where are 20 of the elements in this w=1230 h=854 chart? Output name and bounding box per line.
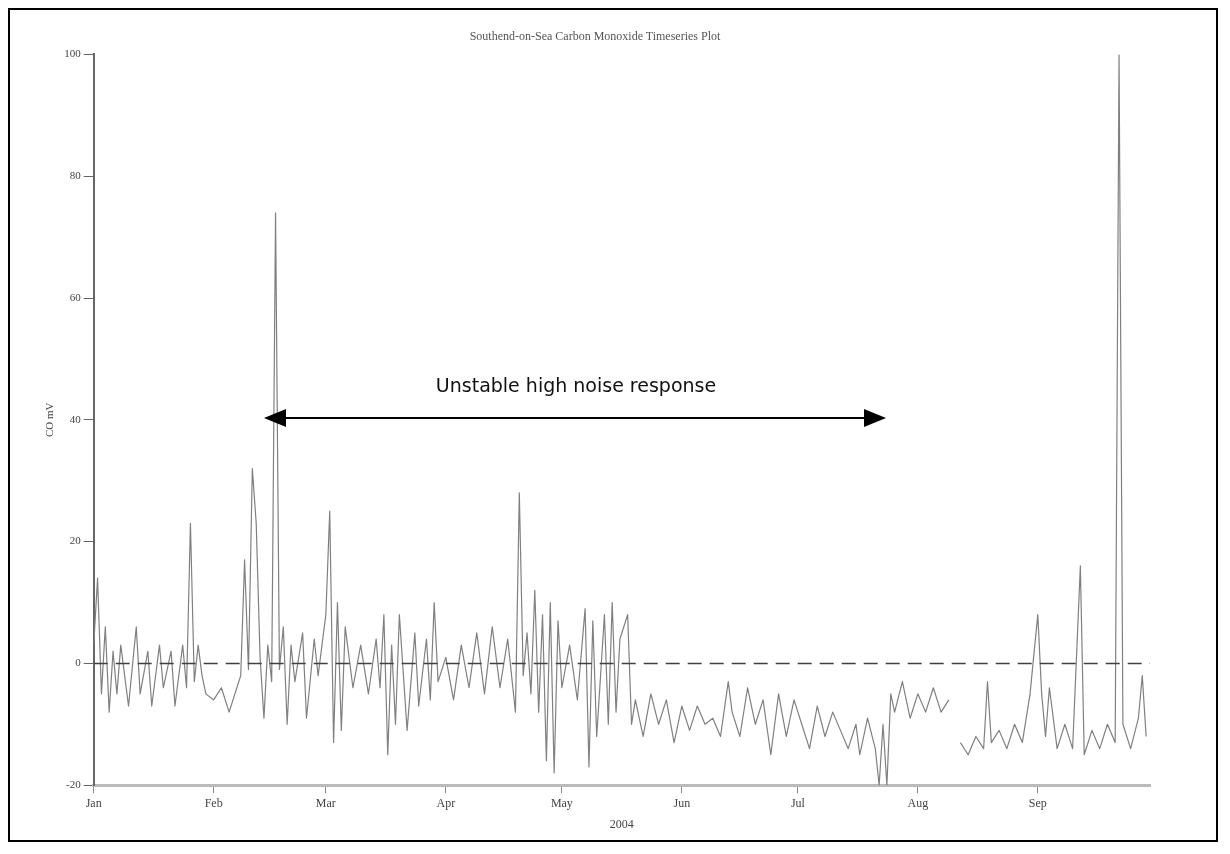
x-tick-label: Apr <box>436 795 456 810</box>
x-tick-label: Jun <box>673 795 691 810</box>
y-tick-label: 40 <box>69 412 82 425</box>
x-tick-label: Jul <box>790 795 806 810</box>
x-tick-label: Sep <box>1028 795 1047 810</box>
y-tick-label: 60 <box>69 290 82 303</box>
x-tick-label: May <box>550 795 573 810</box>
chart-title: Southend-on-Sea Carbon Monoxide Timeseries Plot <box>469 29 721 44</box>
x-tick-label: Jan <box>85 795 102 810</box>
y-axis-title: CO mV <box>43 402 56 438</box>
y-tick-label: 0 <box>75 656 82 669</box>
x-tick-label: Aug <box>907 795 929 810</box>
x-axis-title: 2004 <box>609 816 634 831</box>
y-tick-label: 100 <box>64 47 82 60</box>
x-tick-label: Feb <box>204 795 223 810</box>
annotation: Unstable high noise response <box>434 374 718 396</box>
y-tick-label: 20 <box>69 534 82 547</box>
y-tick-label: 80 <box>69 169 82 182</box>
x-tick-label: Mar <box>315 795 336 810</box>
y-tick-label: -20 <box>66 778 82 791</box>
